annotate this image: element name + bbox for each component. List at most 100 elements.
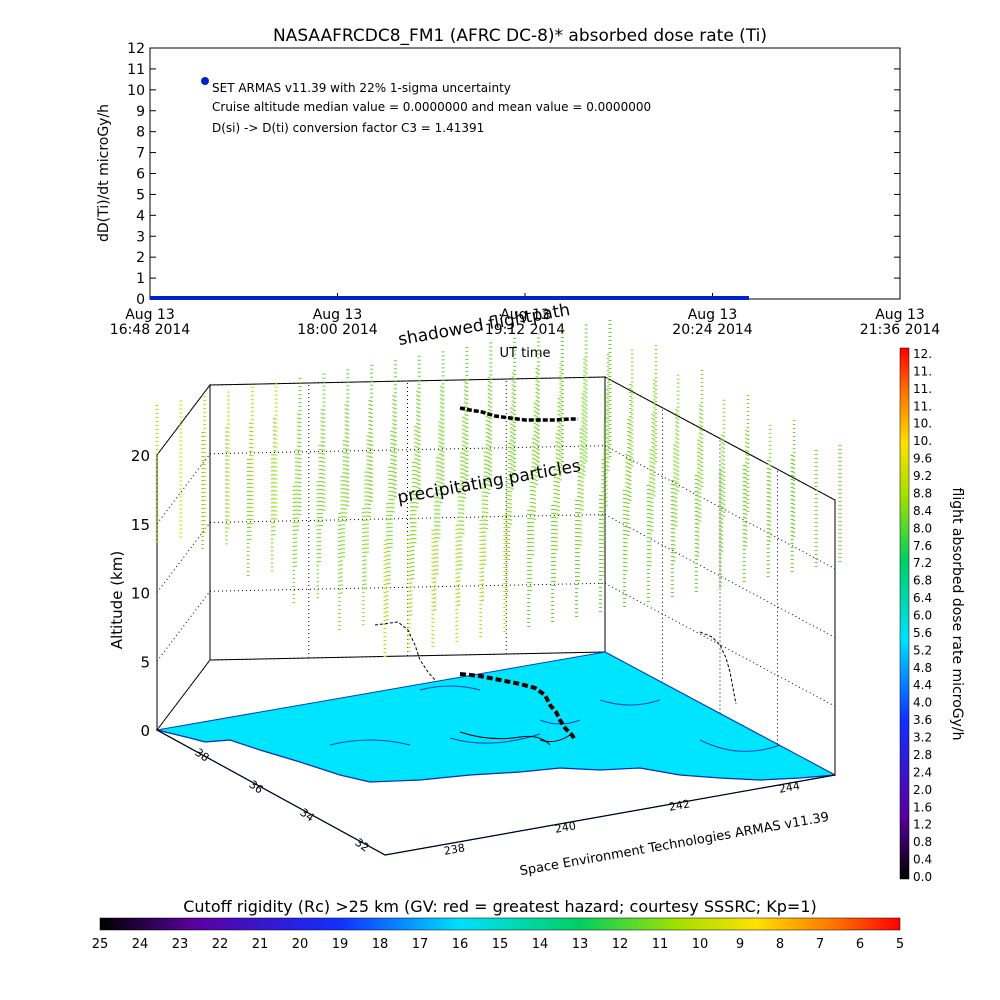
longitude-tick-label: 240	[554, 819, 577, 835]
top-x-tick-time: 19:12 2014	[485, 322, 566, 338]
dose-colorbar-tick-label: 4.4	[913, 678, 932, 692]
coastline	[156, 729, 836, 856]
precipitating-particles-label: precipitating particles	[396, 456, 583, 508]
dose-colorbar-tick-label: 5.6	[913, 626, 932, 640]
shadowed-flightpath	[459, 406, 578, 422]
dose-colorbar-tick-label: 2.8	[913, 748, 932, 762]
top-x-tick-date: Aug 13	[125, 307, 175, 323]
altitude-tick-label: 20	[131, 447, 150, 465]
rigidity-colorbar-tick-label: 12	[612, 937, 629, 952]
dose-colorbar-tick-label: 4.0	[913, 696, 932, 710]
top-y-tick-label: 2	[136, 250, 145, 266]
top-y-tick-label: 11	[127, 62, 145, 78]
dose-colorbar-tick-label: 7.2	[913, 556, 932, 570]
dose-colorbar-label: flight absorbed dose rate microGy/h	[949, 488, 965, 741]
top-y-tick-label: 7	[136, 146, 145, 162]
dose-colorbar-tick-label: 4.8	[913, 661, 932, 675]
dose-colorbar-tick-label: 3.6	[913, 713, 932, 727]
longitude-axis: 238 240 242 244	[443, 779, 801, 857]
top-y-tick-label: 3	[136, 229, 145, 245]
altitude-tick-label: 15	[131, 516, 150, 534]
dose-colorbar-tick-label: 6.0	[913, 609, 932, 623]
top-x-tick-date: Aug 13	[500, 307, 550, 323]
rigidity-colorbar-tick-label: 15	[492, 937, 509, 952]
dose-colorbar-tick-label: 1.6	[913, 800, 932, 814]
altitude-axis: 0 5 10 15 20	[131, 447, 150, 740]
left-wall-gridline	[156, 590, 211, 662]
flight-path-right-wall	[699, 631, 737, 705]
top-y-axis-label: dD(Ti)/dt microGy/h	[96, 104, 112, 242]
flight-path-left-wall	[374, 621, 436, 681]
front-left-edge	[156, 729, 386, 856]
dose-colorbar-tick-label: 8.0	[913, 521, 932, 535]
dose-colorbar-tick-label: 12.	[913, 347, 932, 361]
rigidity-colorbar-tick-label: 6	[856, 937, 864, 952]
rigidity-colorbar-tick-label: 10	[692, 937, 709, 952]
dose-colorbar-tick-label: 9.6	[913, 452, 932, 466]
rigidity-colorbar	[99, 917, 901, 931]
legend-line-2: Cruise altitude median value = 0.0000000…	[212, 100, 651, 114]
dose-colorbar-tick-label: 0.4	[913, 853, 932, 867]
dose-colorbar-tick-label: 7.6	[913, 539, 932, 553]
rigidity-colorbar-tick-label: 18	[372, 937, 389, 952]
top-y-tick-label: 9	[136, 104, 145, 120]
longitude-tick-label: 242	[668, 797, 691, 813]
rigidity-colorbar-tick-label: 20	[292, 937, 309, 952]
top-y-tick-label: 12	[127, 41, 145, 57]
longitude-tick-label: 238	[443, 841, 466, 857]
dose-colorbar-tick-label: 10.	[913, 417, 932, 431]
rigidity-colorbar-tick-label: 17	[412, 937, 429, 952]
dose-colorbar-tick-label: 8.4	[913, 504, 932, 518]
rigidity-colorbar-label: Cutoff rigidity (Rc) >25 km (GV: red = g…	[183, 897, 817, 916]
top-y-tick-label: 0	[136, 292, 145, 308]
rigidity-colorbar-tick-label: 5	[896, 937, 904, 952]
contour-lines	[329, 685, 781, 752]
dose-colorbar-tick-label: 3.2	[913, 731, 932, 745]
rigidity-colorbar-ticks: 25 24 23 22 21 20 19 18 17 16 15 14 13 12 11 10 9 8 7 6 5	[92, 937, 904, 952]
rigidity-colorbar-tick-label: 24	[132, 937, 149, 952]
flight-path-shadow-surface	[459, 731, 571, 746]
dose-colorbar-tick-label: 2.0	[913, 783, 932, 797]
dose-colorbar-tick-label: 10.	[913, 434, 932, 448]
dose-colorbar-tick-label: 11.	[913, 399, 932, 413]
top-y-tick-label: 4	[136, 208, 145, 224]
top-chart-title: NASAAFRCDC8_FM1 (AFRC DC-8)* absorbed do…	[273, 26, 767, 46]
rigidity-colorbar-tick-label: 9	[736, 937, 744, 952]
dose-colorbar-tick-label: 1.2	[913, 818, 932, 832]
top-y-tick-label: 6	[136, 167, 145, 183]
dose-colorbar-tick-label: 8.8	[913, 486, 932, 500]
rigidity-colorbar-tick-label: 22	[212, 937, 229, 952]
top-y-tick-label: 8	[136, 125, 145, 141]
legend-line-1: SET ARMAS v11.39 with 22% 1-sigma uncert…	[212, 81, 511, 95]
dose-colorbar-tick-label: 11.	[913, 364, 932, 378]
top-x-tick-time: 20:24 2014	[672, 322, 753, 338]
front-right-edge	[384, 774, 836, 856]
dose-colorbar-tick-label: 2.4	[913, 765, 932, 779]
legend-line-3: D(si) -> D(ti) conversion factor C3 = 1.…	[212, 121, 484, 135]
top-x-tick-time: 21:36 2014	[860, 322, 941, 338]
rigidity-colorbar-tick-label: 14	[532, 937, 549, 952]
dose-colorbar	[899, 347, 910, 880]
altitude-axis-label: Altitude (km)	[108, 551, 126, 649]
rigidity-colorbar-tick-label: 13	[572, 937, 589, 952]
dose-colorbar-tick-label: 6.8	[913, 574, 932, 588]
longitude-tick-label: 244	[778, 779, 801, 795]
rigidity-colorbar-tick-label: 11	[652, 937, 669, 952]
back-wall-gridline	[209, 445, 606, 455]
dose-colorbar-tick-label: 11.	[913, 382, 932, 396]
dose-colorbar-tick-label: 5.2	[913, 643, 932, 657]
top-x-tick-date: Aug 13	[688, 307, 738, 323]
top-y-tick-label: 10	[127, 83, 145, 99]
rigidity-colorbar-tick-label: 23	[172, 937, 189, 952]
rigidity-colorbar-tick-label: 21	[252, 937, 269, 952]
altitude-tick-label: 5	[140, 653, 150, 671]
legend-marker	[201, 77, 209, 85]
flight-path-surface	[459, 672, 577, 742]
top-x-tick-time: 16:48 2014	[110, 322, 191, 338]
top-x-tick-time: 18:00 2014	[297, 322, 378, 338]
rigidity-colorbar-tick-label: 8	[776, 937, 784, 952]
top-x-axis-label: UT time	[500, 346, 551, 361]
rigidity-colorbar-tick-label: 19	[332, 937, 349, 952]
